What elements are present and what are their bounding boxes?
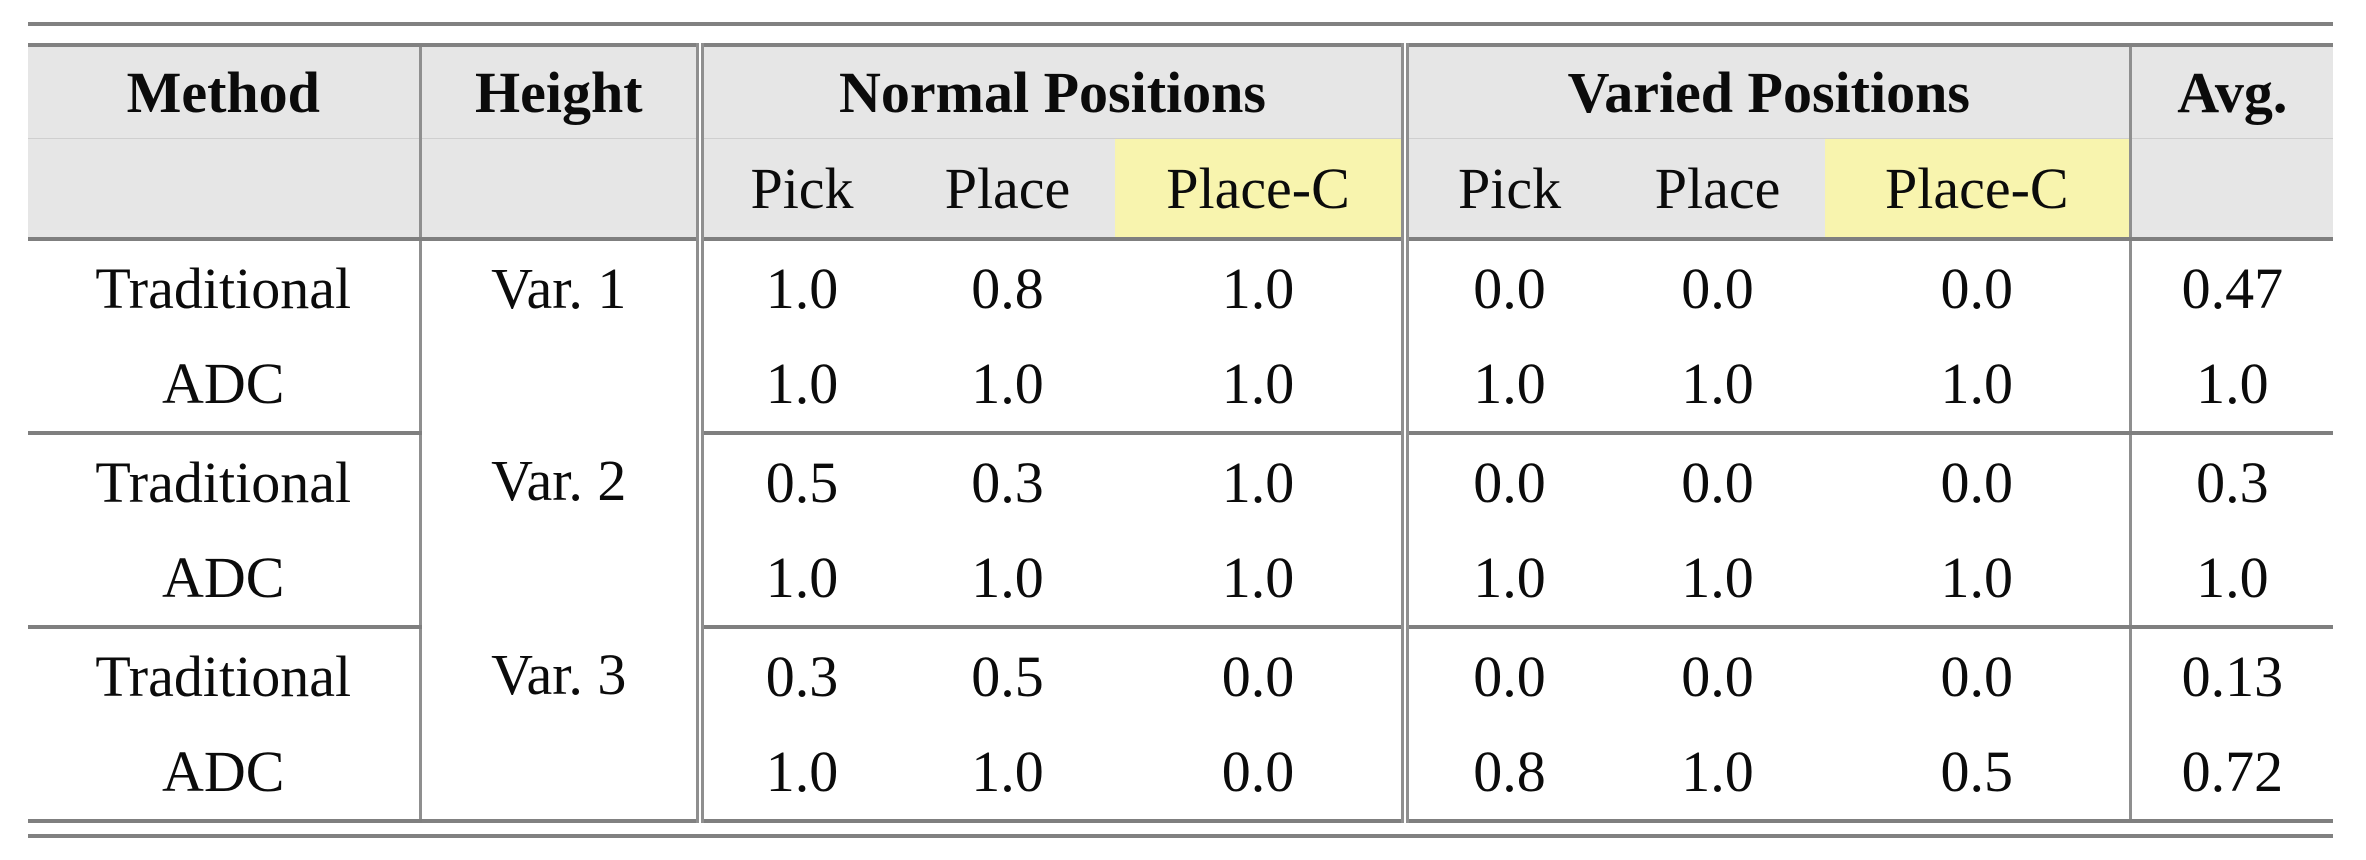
cell-varied-place-c: 0.0 [1825,239,2132,336]
header-varied-positions: Varied Positions [1405,45,2132,139]
cell-varied-place: 0.0 [1610,239,1826,336]
cell-varied-place: 1.0 [1610,530,1826,629]
table-row: ADC 1.0 1.0 0.0 0.8 1.0 0.5 0.72 [28,724,2334,823]
cell-method: ADC [28,724,422,823]
cell-normal-pick: 1.0 [700,239,900,336]
cell-normal-place-c: 1.0 [1115,433,1410,530]
subheader-varied-pick: Pick [1405,138,1611,241]
cell-avg: 0.72 [2130,724,2334,823]
cell-varied-place-c: 1.0 [1825,530,2132,629]
cell-varied-place-c: 1.0 [1825,336,2132,435]
table-header: Method Height Normal Positions Varied Po… [28,45,2334,241]
subheader-varied-place: Place [1610,138,1826,241]
bottom-outer-rule [28,834,2333,838]
cell-height: Var. 3 [420,627,704,821]
table-row: ADC 1.0 1.0 1.0 1.0 1.0 1.0 1.0 [28,530,2334,629]
cell-varied-place-c: 0.5 [1825,724,2132,823]
cell-normal-place: 1.0 [900,724,1115,823]
cell-varied-place: 0.0 [1610,433,1826,530]
cell-normal-place-c: 1.0 [1115,336,1410,435]
cell-normal-place: 0.3 [900,433,1115,530]
cell-normal-pick: 1.0 [700,336,900,435]
cell-avg: 1.0 [2130,530,2334,629]
table-row: Traditional Var. 1 1.0 0.8 1.0 0.0 0.0 0… [28,239,2334,433]
cell-varied-place: 0.0 [1610,627,1826,724]
cell-avg: 1.0 [2130,336,2334,435]
cell-method: Traditional [28,433,422,530]
cell-varied-place-c: 0.0 [1825,433,2132,530]
cell-method: Traditional [28,239,422,336]
header-method: Method [28,45,422,139]
cell-varied-pick: 1.0 [1405,530,1611,629]
table-row: Traditional Var. 3 0.3 0.5 0.0 0.0 0.0 0… [28,627,2334,821]
header-height-spacer [420,138,704,241]
cell-normal-place-c: 1.0 [1115,530,1410,629]
cell-height: Var. 1 [420,239,704,433]
cell-normal-place: 1.0 [900,530,1115,629]
cell-normal-place: 1.0 [900,336,1115,435]
cell-normal-place: 0.5 [900,627,1115,724]
header-method-spacer [28,138,422,241]
cell-varied-pick: 0.0 [1405,239,1611,336]
cell-varied-pick: 0.0 [1405,627,1611,724]
header-height: Height [420,45,704,139]
table-body: Traditional Var. 1 1.0 0.8 1.0 0.0 0.0 0… [28,239,2334,823]
cell-method: ADC [28,336,422,435]
cell-normal-place-c: 0.0 [1115,627,1410,724]
subheader-normal-place: Place [900,138,1115,241]
header-avg-spacer [2130,138,2334,241]
header-normal-positions: Normal Positions [700,45,1410,139]
cell-normal-pick: 1.0 [700,530,900,629]
cell-varied-place: 1.0 [1610,724,1826,823]
cell-avg: 0.47 [2130,239,2334,336]
cell-method: Traditional [28,627,422,724]
cell-varied-pick: 0.0 [1405,433,1611,530]
header-row-groups: Method Height Normal Positions Varied Po… [28,45,2334,139]
header-row-sub: Pick Place Place-C Pick Place Place-C [28,138,2334,241]
table-row: Traditional Var. 2 0.5 0.3 1.0 0.0 0.0 0… [28,433,2334,627]
cell-normal-pick: 1.0 [700,724,900,823]
top-outer-rule [28,22,2333,26]
cell-varied-pick: 0.8 [1405,724,1611,823]
cell-normal-place: 0.8 [900,239,1115,336]
cell-normal-place-c: 0.0 [1115,724,1410,823]
cell-varied-place-c: 0.0 [1825,627,2132,724]
cell-avg: 0.3 [2130,433,2334,530]
cell-height: Var. 2 [420,433,704,627]
cell-varied-pick: 1.0 [1405,336,1611,435]
header-avg: Avg. [2130,45,2334,139]
cell-method: ADC [28,530,422,629]
cell-normal-pick: 0.5 [700,433,900,530]
table-row: ADC 1.0 1.0 1.0 1.0 1.0 1.0 1.0 [28,336,2334,435]
subheader-varied-place-c: Place-C [1825,138,2132,241]
cell-varied-place: 1.0 [1610,336,1826,435]
results-table: Method Height Normal Positions Varied Po… [28,43,2334,823]
cell-normal-place-c: 1.0 [1115,239,1410,336]
cell-normal-pick: 0.3 [700,627,900,724]
cell-avg: 0.13 [2130,627,2334,724]
subheader-normal-pick: Pick [700,138,900,241]
subheader-normal-place-c: Place-C [1115,138,1410,241]
